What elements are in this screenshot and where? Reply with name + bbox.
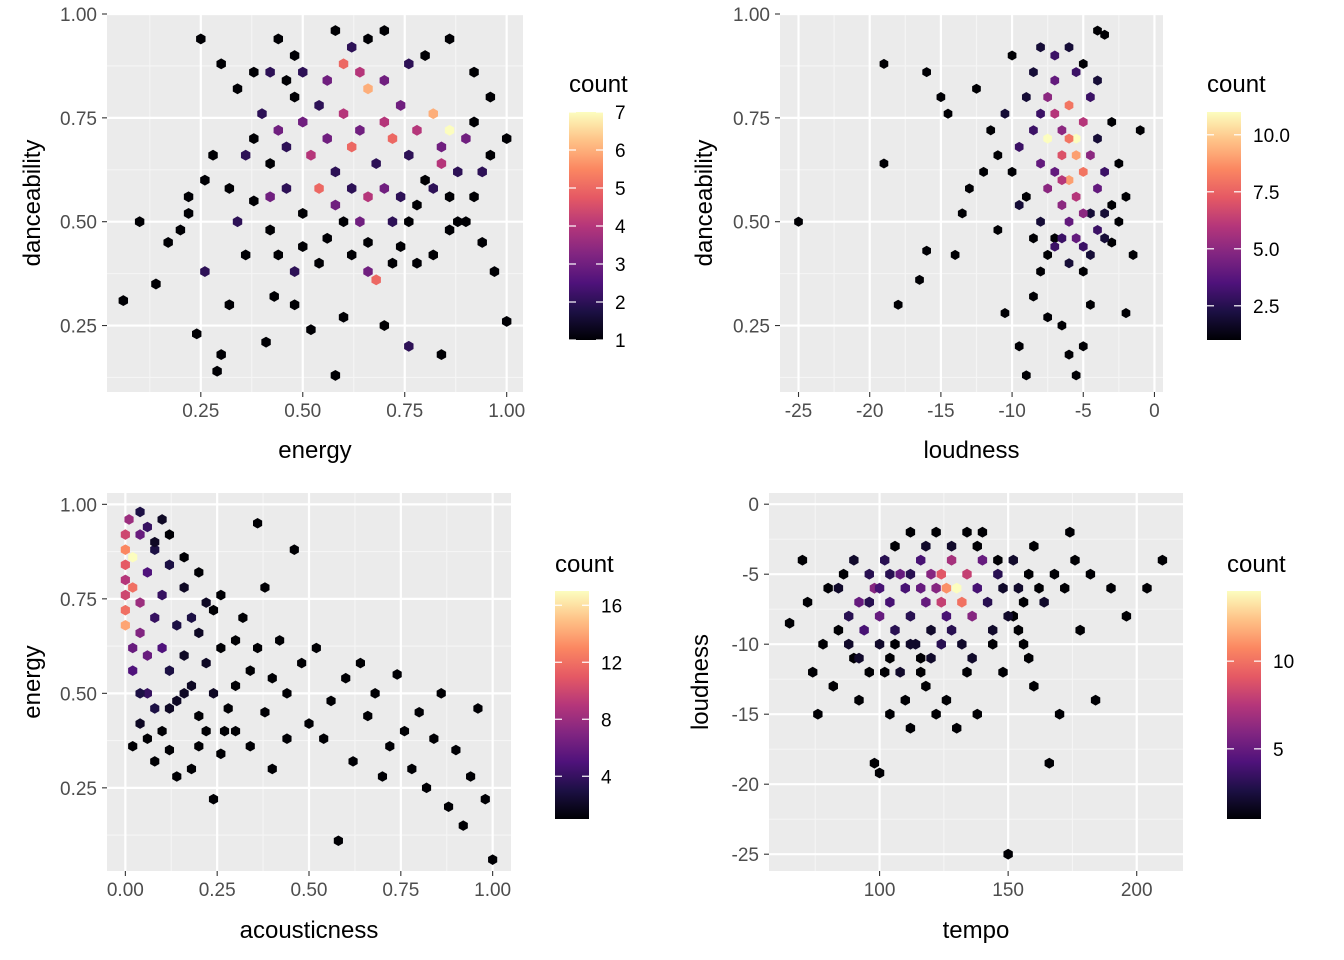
legend-tick-label: 7.5 <box>1253 183 1279 204</box>
legend-tick-label: 12 <box>601 653 622 674</box>
y-tick-label: -15 <box>732 705 759 726</box>
y-tick-label: -5 <box>742 565 759 586</box>
y-axis-title: danceability <box>691 140 718 267</box>
legend-tick-label: 7 <box>615 103 626 124</box>
x-tick-label: 0.00 <box>107 880 144 901</box>
y-tick-label: 0.25 <box>60 317 97 338</box>
legend-tick-label: 3 <box>615 255 626 276</box>
legend-tick-label: 4 <box>601 767 612 788</box>
y-tick-label: 0.25 <box>60 779 97 800</box>
x-tick-label: -25 <box>785 401 812 422</box>
y-axis-title: danceability <box>19 140 46 267</box>
legend-tick-label: 2 <box>615 293 626 314</box>
legend-tick-label: 8 <box>601 710 612 731</box>
y-tick-label: -20 <box>732 775 759 796</box>
y-tick-label: 0.50 <box>733 213 770 234</box>
x-tick-label: 1.00 <box>488 401 525 422</box>
x-tick-label: -5 <box>1075 401 1092 422</box>
x-tick-label: -15 <box>927 401 954 422</box>
x-axis-title: loudness <box>923 437 1019 464</box>
x-tick-label: 0.50 <box>291 880 328 901</box>
x-tick-label: 150 <box>992 880 1024 901</box>
colorbar <box>1227 591 1261 819</box>
legend-tick-label: 5.0 <box>1253 240 1279 261</box>
legend-title: count <box>555 551 614 578</box>
legend-tick-label: 10.0 <box>1253 126 1290 147</box>
legend-tick-label: 4 <box>615 217 626 238</box>
y-tick-label: 1.00 <box>733 5 770 26</box>
x-tick-label: 100 <box>864 880 896 901</box>
y-tick-label: 0.75 <box>60 109 97 130</box>
x-axis-title: acousticness <box>240 917 379 944</box>
y-tick-label: -25 <box>732 845 759 866</box>
legend: count 1 2 3 4 5 6 7 <box>569 71 628 352</box>
legend: count 5 10 <box>1227 551 1294 819</box>
x-tick-label: 0.25 <box>182 401 219 422</box>
legend-title: count <box>1207 71 1266 98</box>
x-tick-label: -10 <box>998 401 1025 422</box>
legend: count 4 8 12 16 <box>555 551 622 819</box>
y-axis-title: energy <box>19 645 46 718</box>
y-tick-label: 1.00 <box>60 5 97 26</box>
x-tick-label: 0.25 <box>199 880 236 901</box>
y-axis-title: loudness <box>687 634 714 730</box>
y-tick-label: 0.50 <box>60 213 97 234</box>
legend-tick-label: 5 <box>615 179 626 200</box>
x-tick-label: -20 <box>856 401 883 422</box>
chart-panel-1: 0.25 0.50 0.75 1.00 0.25 0.50 0.75 1.00 energy da… <box>19 5 628 464</box>
legend-title: count <box>569 71 628 98</box>
y-tick-label: 0 <box>748 495 759 516</box>
x-tick-label: 0 <box>1149 401 1160 422</box>
chart-panel-2: -25 -20 -15 -10 -5 0 0.25 0.50 0.75 1.00 loudness d… <box>691 5 1290 464</box>
chart-panel-4: 100 150 200 -25 -20 -15 -10 -5 0 tempo loudness cou… <box>687 493 1294 944</box>
x-tick-label: 0.75 <box>382 880 419 901</box>
x-axis-title: energy <box>278 437 351 464</box>
legend-tick-label: 1 <box>615 331 626 352</box>
legend: count 2.5 5.0 7.5 10.0 <box>1207 71 1290 340</box>
x-axis-title: tempo <box>943 917 1010 944</box>
legend-tick-label: 2.5 <box>1253 297 1279 318</box>
colorbar <box>555 591 589 819</box>
chart-panel-3: 0.00 0.25 0.50 0.75 1.00 0.25 0.50 0.75 1.00 acou… <box>19 493 622 944</box>
y-tick-label: 0.75 <box>733 109 770 130</box>
legend-tick-label: 6 <box>615 141 626 162</box>
legend-title: count <box>1227 551 1286 578</box>
plot-background <box>780 14 1163 392</box>
y-tick-label: 1.00 <box>60 495 97 516</box>
y-tick-label: -10 <box>732 635 759 656</box>
x-tick-label: 0.50 <box>284 401 321 422</box>
y-tick-label: 0.50 <box>60 684 97 705</box>
y-tick-label: 0.75 <box>60 590 97 611</box>
y-tick-label: 0.25 <box>733 317 770 338</box>
x-tick-label: 1.00 <box>474 880 511 901</box>
legend-tick-label: 10 <box>1273 652 1294 673</box>
x-tick-label: 200 <box>1121 880 1153 901</box>
legend-tick-label: 5 <box>1273 740 1284 761</box>
legend-tick-label: 16 <box>601 596 622 617</box>
figure: 0.25 0.50 0.75 1.00 0.25 0.50 0.75 1.00 energy da… <box>0 0 1344 960</box>
plot-background <box>107 14 523 392</box>
x-tick-label: 0.75 <box>386 401 423 422</box>
